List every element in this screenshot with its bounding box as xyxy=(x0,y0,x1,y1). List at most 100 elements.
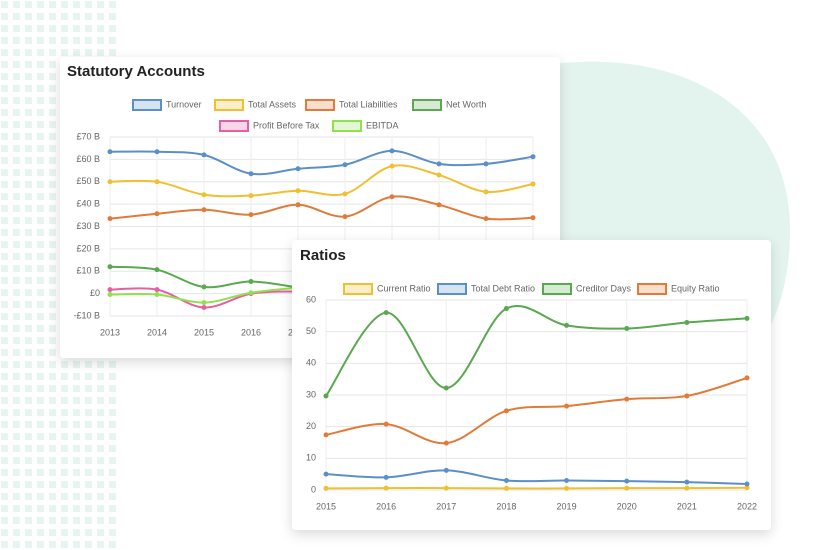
point xyxy=(248,290,254,296)
point xyxy=(323,432,329,438)
point xyxy=(389,194,395,200)
point xyxy=(483,189,489,195)
point xyxy=(295,188,301,194)
x-tick-label: 2016 xyxy=(241,327,261,337)
x-tick-label: 2018 xyxy=(496,501,516,511)
point xyxy=(154,292,160,298)
point xyxy=(483,161,489,167)
point xyxy=(342,214,348,220)
point xyxy=(436,172,442,178)
y-tick-label: £40 B xyxy=(76,199,100,209)
legend-swatch xyxy=(437,283,467,295)
point xyxy=(436,202,442,208)
point xyxy=(107,264,113,270)
series-line xyxy=(325,376,748,445)
chart-title: Statutory Accounts xyxy=(67,63,205,80)
legend-swatch xyxy=(332,120,362,132)
point xyxy=(154,179,160,185)
point xyxy=(323,485,329,491)
point xyxy=(295,166,301,172)
point xyxy=(383,421,389,427)
point xyxy=(107,287,113,293)
point xyxy=(107,292,113,298)
card xyxy=(292,240,771,530)
x-tick-label: 2017 xyxy=(436,501,456,511)
point xyxy=(744,315,750,321)
point xyxy=(107,179,113,185)
card-ratios: Ratios 0 10 20 30 40 50 60 2015 2016 2017 2018 2019… xyxy=(292,240,771,530)
point xyxy=(564,403,570,409)
series-line xyxy=(109,164,534,198)
point xyxy=(436,161,442,167)
x-tick-label: 2015 xyxy=(194,327,214,337)
legend-swatch xyxy=(214,99,244,111)
legend-label: Creditor Days xyxy=(576,283,632,293)
point xyxy=(154,211,160,217)
point xyxy=(624,485,630,491)
legend-label: Current Ratio xyxy=(377,283,431,293)
x-tick-label: 2015 xyxy=(316,501,336,511)
y-tick-label: 20 xyxy=(306,421,316,431)
point xyxy=(389,148,395,154)
point xyxy=(154,149,160,155)
y-tick-label: £70 B xyxy=(76,131,100,141)
point xyxy=(744,485,750,491)
y-tick-label: 60 xyxy=(306,294,316,304)
point xyxy=(744,481,750,487)
point xyxy=(323,471,329,477)
chart-title: Ratios xyxy=(300,247,346,264)
legend-label: EBITDA xyxy=(366,120,399,130)
y-tick-label: 0 xyxy=(311,484,316,494)
point xyxy=(342,162,348,168)
legend-label: Profit Before Tax xyxy=(253,120,320,130)
legend-swatch xyxy=(343,283,373,295)
point xyxy=(684,319,690,325)
point xyxy=(107,216,113,222)
x-tick-label: 2022 xyxy=(737,501,757,511)
point xyxy=(624,396,630,402)
y-tick-label: £20 B xyxy=(76,243,100,253)
point xyxy=(383,474,389,480)
y-tick-label: 10 xyxy=(306,453,316,463)
legend-swatch xyxy=(305,99,335,111)
point xyxy=(624,326,630,331)
legend-label: Equity Ratio xyxy=(671,283,720,293)
legend-swatch xyxy=(542,283,572,295)
point xyxy=(248,171,254,177)
y-tick-label: £50 B xyxy=(76,176,100,186)
y-tick-label: £30 B xyxy=(76,221,100,231)
point xyxy=(201,304,207,310)
point xyxy=(530,181,536,187)
point xyxy=(201,284,207,290)
series-line xyxy=(109,149,534,176)
legend-swatch xyxy=(637,283,667,295)
y-tick-label: £60 B xyxy=(76,154,100,164)
point xyxy=(503,408,509,414)
y-tick-label: 40 xyxy=(306,358,316,368)
point xyxy=(503,306,509,312)
point xyxy=(295,202,301,208)
series-line xyxy=(325,486,748,490)
x-tick-label: 2013 xyxy=(100,327,120,337)
point xyxy=(684,393,690,399)
point xyxy=(383,310,389,316)
legend-swatch xyxy=(132,99,162,111)
legend-label: Turnover xyxy=(166,99,202,109)
point xyxy=(342,191,348,197)
point xyxy=(248,193,254,199)
point xyxy=(564,478,570,483)
point xyxy=(248,279,254,285)
legend-swatch xyxy=(219,120,249,132)
x-tick-label: 2014 xyxy=(147,327,167,337)
series-line xyxy=(325,469,748,485)
point xyxy=(154,287,160,293)
point xyxy=(443,385,449,391)
legend-label: Net Worth xyxy=(446,99,486,109)
y-tick-label: 50 xyxy=(306,326,316,336)
point xyxy=(383,485,389,491)
point xyxy=(389,163,395,169)
point xyxy=(503,478,509,483)
x-tick-label: 2019 xyxy=(557,501,577,511)
